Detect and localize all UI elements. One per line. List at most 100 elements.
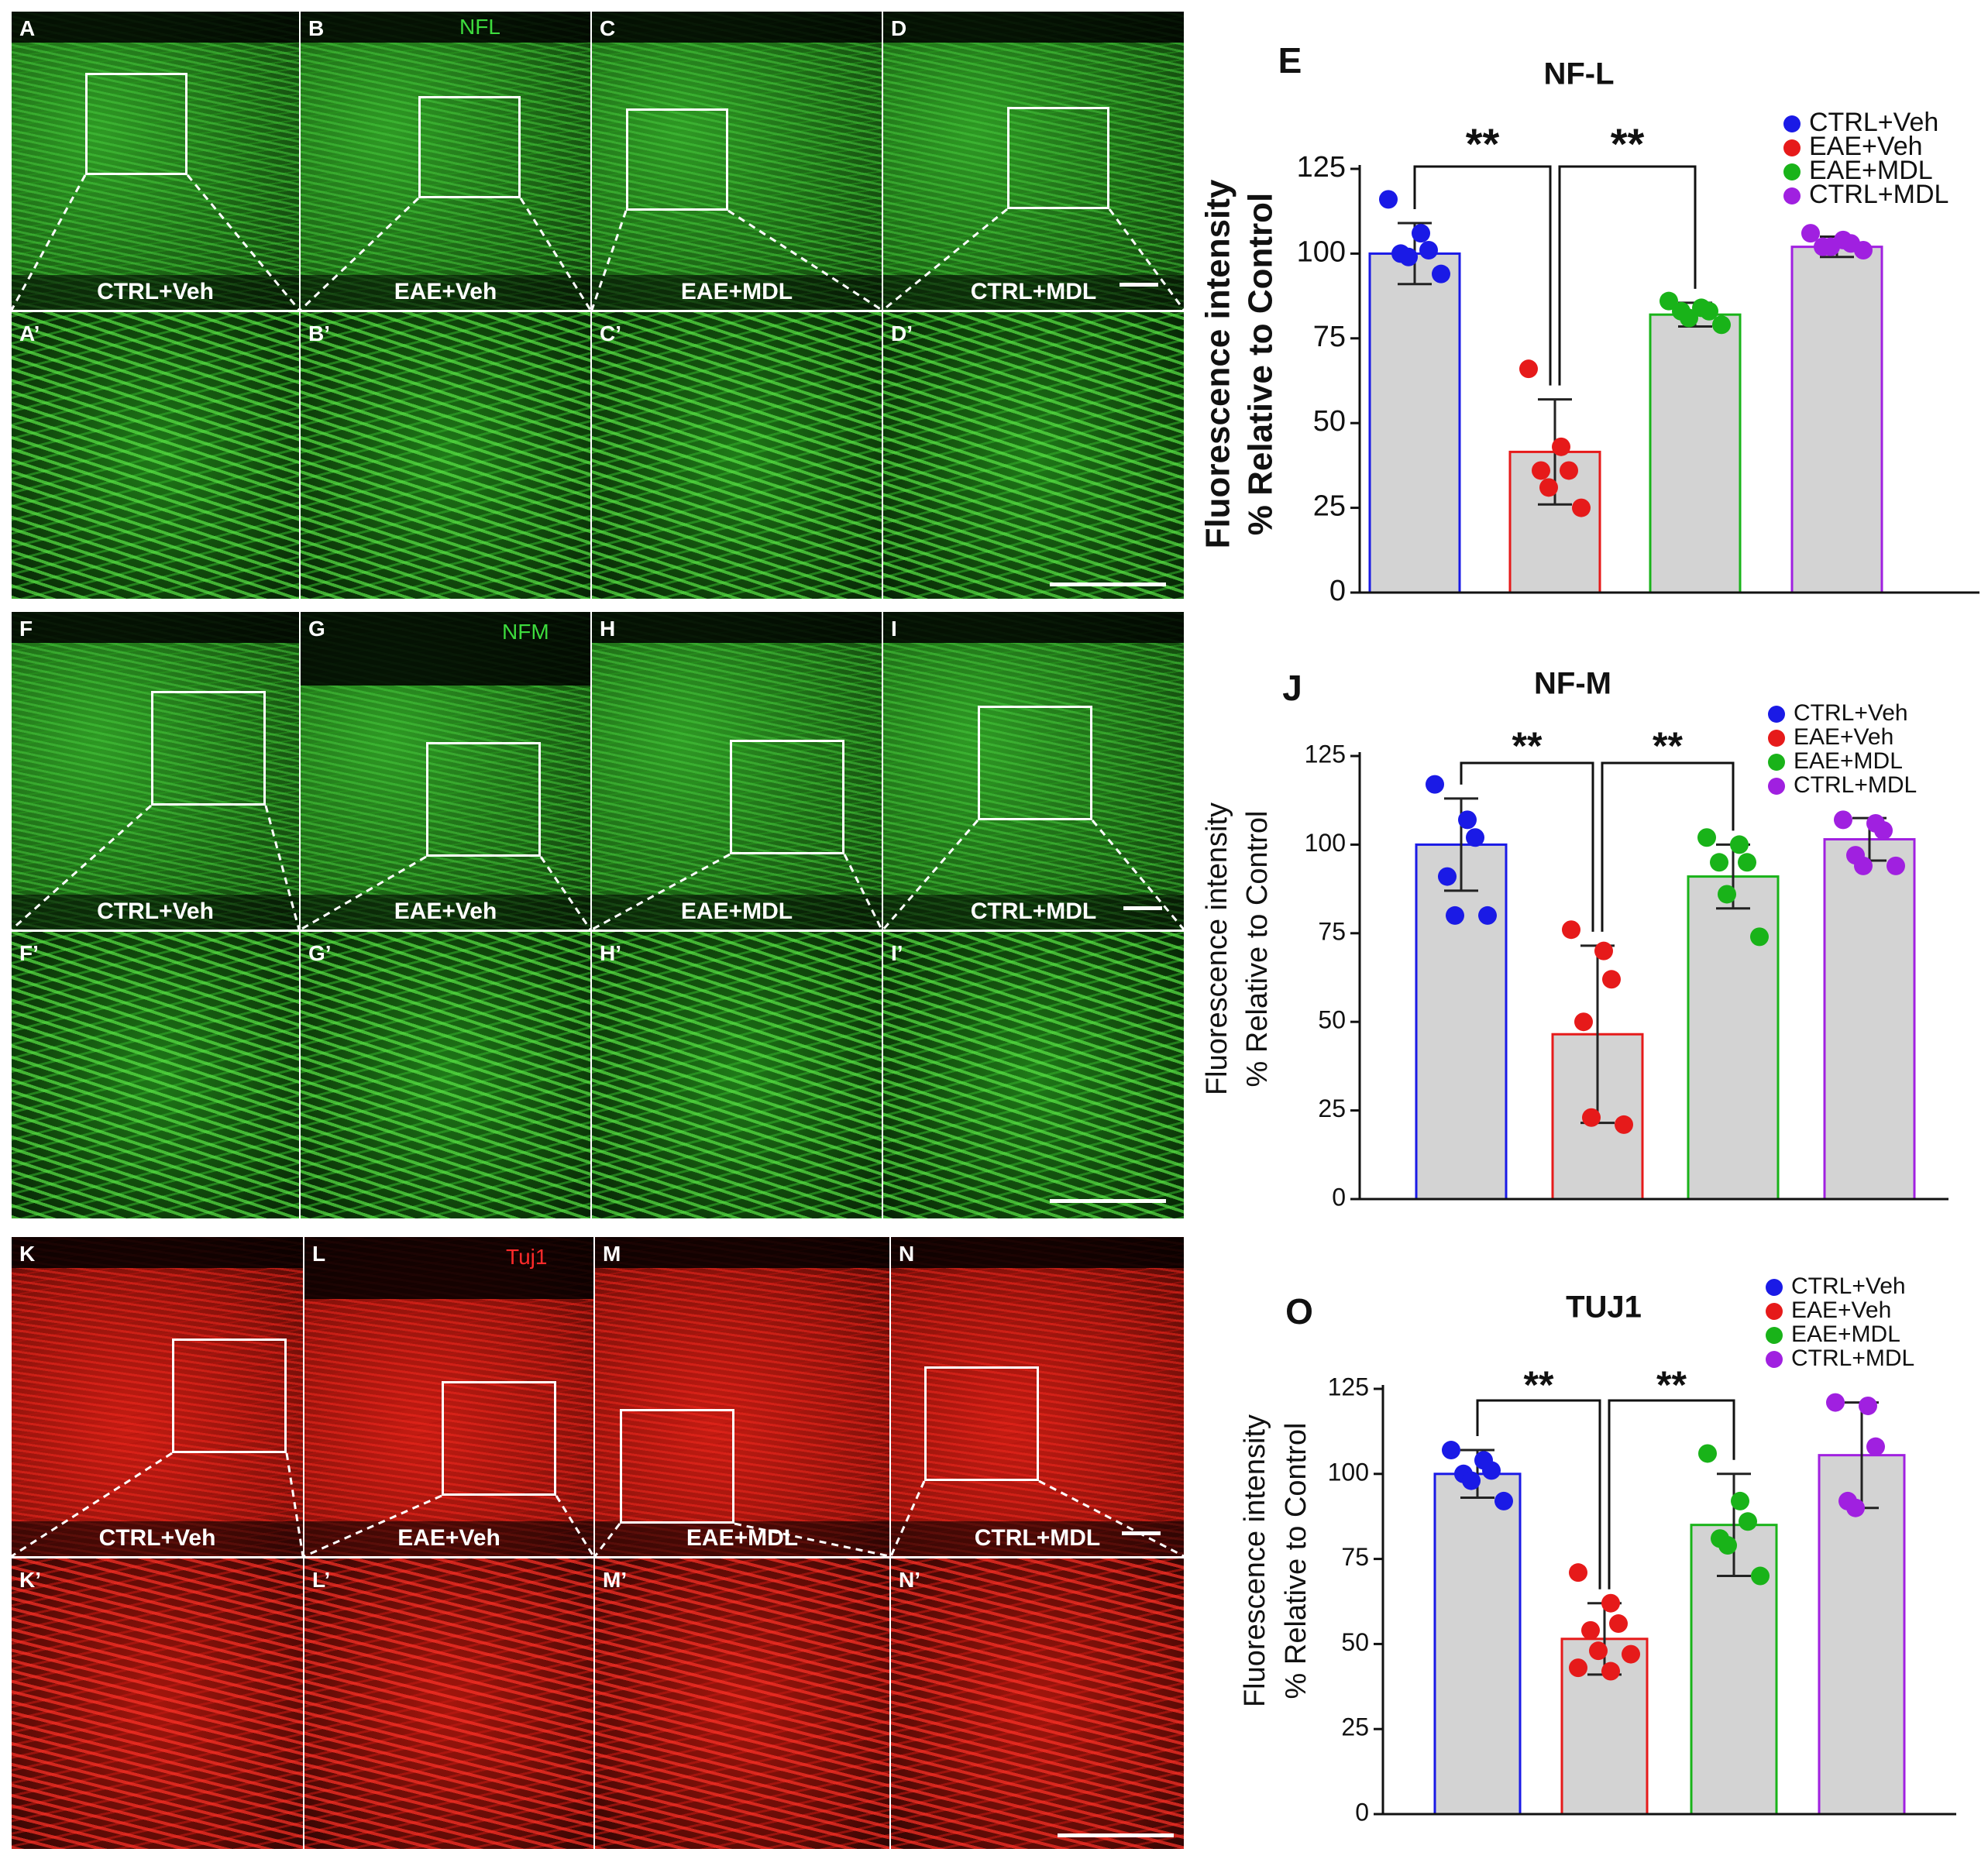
micrograph-zoom: F’	[12, 932, 299, 1218]
condition-label: EAE+MDL	[680, 899, 793, 924]
condition-label: CTRL+Veh	[98, 1525, 216, 1551]
legend-marker	[1768, 730, 1785, 747]
tissue-edge-band	[595, 1237, 889, 1268]
y-tick-label: 50	[1313, 405, 1346, 438]
legend-marker	[1766, 1351, 1783, 1368]
panel-letter: D’	[891, 321, 913, 345]
data-point	[1532, 461, 1550, 480]
data-point	[1582, 1108, 1601, 1127]
panel-letter: I’	[891, 941, 903, 965]
data-point	[1846, 1498, 1865, 1517]
data-point	[1552, 437, 1570, 456]
micrograph-overview: C EAE+MDL	[592, 12, 882, 310]
legend-marker	[1768, 706, 1785, 723]
significance-bracket	[1608, 1399, 1735, 1589]
data-point	[1539, 478, 1558, 497]
data-point	[1601, 1662, 1620, 1681]
data-point	[1442, 1441, 1460, 1460]
data-point	[1458, 810, 1477, 830]
panel-letter: B’	[308, 321, 330, 345]
condition-label: CTRL+MDL	[970, 279, 1097, 304]
data-point	[1712, 315, 1731, 335]
data-point	[1622, 1644, 1640, 1664]
micrograph-zoom: H’	[592, 932, 882, 1218]
micrograph-overview: A CTRL+Veh	[12, 12, 299, 310]
significance-stars: **	[1656, 1363, 1687, 1407]
data-point	[1751, 1566, 1770, 1586]
data-point	[1821, 237, 1840, 256]
chart-panel-letter: E	[1278, 40, 1302, 81]
data-point	[1874, 821, 1893, 840]
data-point	[1581, 1620, 1600, 1640]
y-tick-label: 125	[1305, 740, 1346, 768]
legend-label: CTRL+Veh	[1791, 1273, 1906, 1299]
tissue-edge-band	[883, 12, 1184, 43]
significance-stars: **	[1653, 724, 1683, 768]
legend-label: CTRL+Veh	[1794, 700, 1908, 726]
condition-label: CTRL+Veh	[97, 899, 214, 924]
legend-label: EAE+MDL	[1809, 156, 1933, 185]
zoom-guide-lines	[0, 0, 1197, 1866]
tissue-edge-band	[301, 612, 590, 686]
bar-ctrl-mdl	[1823, 838, 1916, 1201]
data-point	[1750, 927, 1769, 947]
inset-box	[978, 706, 1092, 820]
legend-marker	[1768, 778, 1785, 795]
zoom-guide-line	[285, 1452, 304, 1557]
inset-box	[418, 96, 521, 198]
inset-box	[1007, 107, 1109, 209]
data-point	[1887, 856, 1905, 875]
inset-box	[924, 1366, 1039, 1481]
tissue-edge-band	[883, 612, 1184, 643]
condition-label: EAE+Veh	[394, 279, 497, 304]
zoom-guide-lines	[0, 0, 1197, 1866]
zoom-guide-line	[843, 854, 883, 930]
data-point	[1478, 906, 1497, 925]
legend-marker	[1766, 1279, 1783, 1296]
data-point	[1379, 190, 1398, 209]
data-point	[1866, 1437, 1885, 1456]
panel-letter: M	[603, 1242, 621, 1266]
tissue-edge-band	[592, 12, 882, 43]
micrograph-overview: B EAE+Veh NFL	[301, 12, 590, 310]
panel-letter: L’	[312, 1568, 331, 1592]
significance-bracket	[1460, 761, 1594, 932]
zoom-guide-line	[10, 174, 87, 311]
y-tick-label: 25	[1341, 1713, 1369, 1741]
y-axis-label: Fluorescence intensity	[1201, 802, 1233, 1095]
zoom-guide-line	[539, 856, 592, 930]
data-point	[1730, 835, 1749, 854]
y-axis-label-secondary: % Relative to Control	[1242, 193, 1280, 536]
zoom-guide-line	[889, 1480, 926, 1557]
data-point	[1854, 856, 1873, 875]
data-point	[1680, 308, 1698, 328]
zoom-guide-line	[591, 853, 731, 931]
legend-marker	[1783, 115, 1801, 132]
zoom-guide-lines	[0, 0, 1197, 1866]
tissue-edge-band	[592, 612, 882, 643]
micrograph-zoom: G’	[301, 932, 590, 1218]
micrograph-overview: I CTRL+MDL	[883, 612, 1184, 930]
chart-title: NF-M	[1534, 667, 1611, 701]
micrograph-zoom: B’	[301, 312, 590, 599]
panel-letter: B	[308, 16, 325, 40]
data-point	[1718, 885, 1736, 904]
significance-stars: **	[1524, 1363, 1554, 1407]
y-tick-label: 125	[1297, 151, 1346, 184]
significance-stars: **	[1466, 119, 1500, 168]
zoom-guide-lines	[0, 0, 1197, 1866]
panel-letter: N	[899, 1242, 915, 1266]
legend-label: EAE+MDL	[1791, 1321, 1900, 1347]
panel-letter: K	[19, 1242, 36, 1266]
data-point	[1560, 461, 1578, 480]
legend-label: EAE+Veh	[1791, 1297, 1891, 1323]
legend-label: CTRL+MDL	[1809, 180, 1948, 209]
significance-bracket	[1476, 1399, 1601, 1589]
condition-label: EAE+Veh	[394, 899, 497, 924]
data-point	[1589, 1641, 1608, 1661]
data-point	[1519, 359, 1538, 379]
micrograph-overview: D CTRL+MDL	[883, 12, 1184, 310]
panel-letter: F’	[19, 941, 39, 965]
y-tick-label: 100	[1328, 1458, 1369, 1486]
